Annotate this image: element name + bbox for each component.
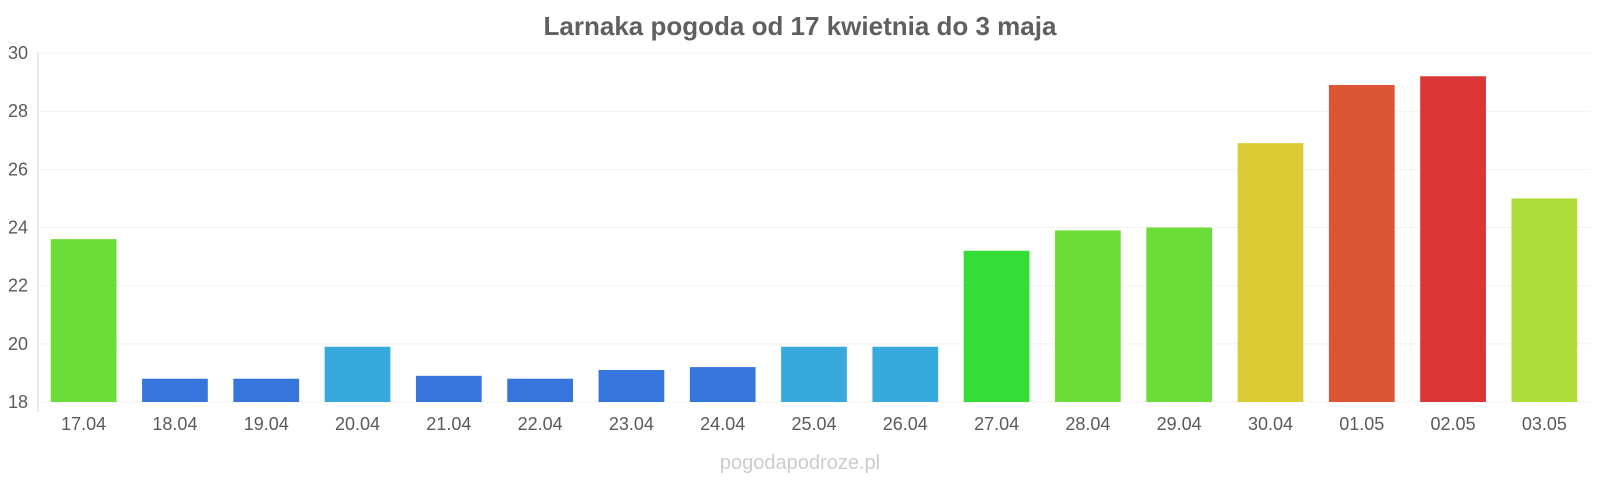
bar-29.04: [1146, 227, 1213, 402]
y-tick-label: 28: [8, 101, 28, 121]
bar-23.04: [598, 370, 665, 402]
bar-18.04: [142, 378, 208, 402]
bar-22.04: [507, 378, 573, 402]
bar-28.04: [1055, 230, 1121, 402]
chart-title: Larnaka pogoda od 17 kwietnia do 3 maja: [544, 11, 1057, 41]
x-tick-label: 18.04: [152, 414, 197, 434]
y-tick-label: 24: [8, 218, 28, 238]
x-tick-label: 25.04: [791, 414, 836, 434]
watermark: pogodapodroze.pl: [720, 452, 880, 474]
x-tick-label: 27.04: [974, 414, 1019, 434]
bar-03.05: [1511, 198, 1578, 402]
bar-24.04: [689, 367, 756, 402]
x-tick-label: 03.05: [1522, 414, 1567, 434]
x-tick-label: 21.04: [426, 414, 471, 434]
x-tick-label: 01.05: [1339, 414, 1384, 434]
bar-25.04: [781, 346, 847, 402]
bar-21.04: [415, 375, 482, 402]
y-tick-label: 18: [8, 392, 28, 412]
x-tick-label: 29.04: [1157, 414, 1202, 434]
x-tick-label: 02.05: [1431, 414, 1476, 434]
bar-19.04: [233, 378, 300, 402]
y-tick-label: 30: [8, 43, 28, 63]
bars: [50, 76, 1578, 403]
x-tick-label: 17.04: [61, 414, 106, 434]
gridlines: [38, 52, 1590, 403]
bar-02.05: [1420, 76, 1486, 403]
x-tick-label: 24.04: [700, 414, 745, 434]
bar-01.05: [1328, 84, 1395, 402]
x-tick-label: 26.04: [883, 414, 928, 434]
y-tick-label: 26: [8, 159, 28, 179]
x-tick-label: 22.04: [518, 414, 563, 434]
bar-30.04: [1237, 143, 1304, 403]
x-tick-label: 23.04: [609, 414, 654, 434]
bar-27.04: [963, 250, 1030, 402]
x-axis-labels: 17.04 18.04 19.04 20.04 21.04 22.04 23.04 24.04…: [61, 414, 1567, 434]
x-tick-label: 30.04: [1248, 414, 1293, 434]
y-axis: 18 20 22 24 26 28 30: [8, 43, 39, 412]
x-tick-label: 19.04: [244, 414, 289, 434]
bar-20.04: [324, 346, 391, 402]
x-tick-label: 28.04: [1065, 414, 1110, 434]
bar-26.04: [872, 346, 939, 402]
bar-17.04: [50, 239, 117, 402]
y-tick-label: 22: [8, 276, 28, 296]
y-tick-label: 20: [8, 334, 28, 354]
x-tick-label: 20.04: [335, 414, 380, 434]
